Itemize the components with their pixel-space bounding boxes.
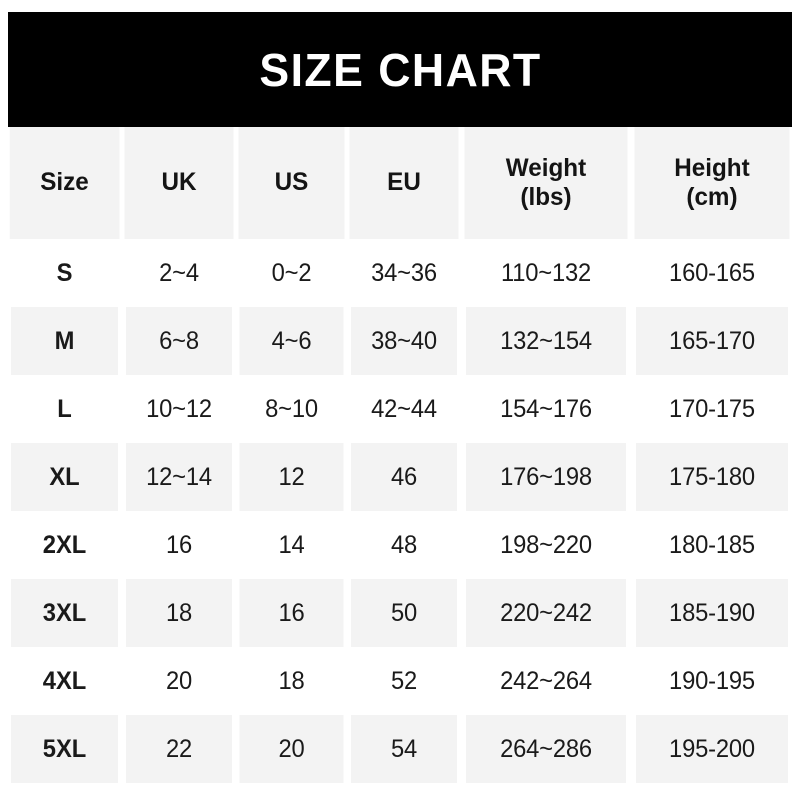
cell-us: 20 bbox=[238, 715, 346, 783]
cell-size: 3XL bbox=[10, 579, 121, 647]
cell-uk: 2~4 bbox=[124, 239, 235, 307]
cell-size: 2XL bbox=[10, 511, 121, 579]
cell-weight: 264~286 bbox=[465, 715, 628, 783]
cell-uk: 16 bbox=[124, 511, 235, 579]
cell-uk: 18 bbox=[124, 579, 235, 647]
cell-weight: 242~264 bbox=[465, 647, 628, 715]
column-header-size-label: Size bbox=[40, 168, 89, 197]
cell-height: 165-170 bbox=[635, 307, 788, 375]
table-header: Size UK US EU Weight (lbs) Height (cm) bbox=[8, 127, 792, 239]
cell-us: 14 bbox=[238, 511, 346, 579]
column-header-uk-label: UK bbox=[161, 168, 197, 197]
cell-weight: 110~132 bbox=[465, 239, 628, 307]
cell-height: 170-175 bbox=[635, 375, 788, 443]
cell-uk: 20 bbox=[124, 647, 235, 715]
column-header-eu: EU bbox=[348, 127, 461, 239]
cell-us: 4~6 bbox=[238, 307, 346, 375]
cell-weight: 154~176 bbox=[465, 375, 628, 443]
column-header-height-label: Height bbox=[674, 153, 750, 182]
table-row: L 10~12 8~10 42~44 154~176 170-175 bbox=[8, 375, 792, 443]
cell-us: 0~2 bbox=[238, 239, 346, 307]
column-header-height-unit: (cm) bbox=[686, 183, 738, 211]
cell-eu: 34~36 bbox=[349, 239, 460, 307]
cell-uk: 10~12 bbox=[124, 375, 235, 443]
cell-size: M bbox=[10, 307, 121, 375]
table-row: 3XL 18 16 50 220~242 185-190 bbox=[8, 579, 792, 647]
cell-us: 8~10 bbox=[238, 375, 346, 443]
size-chart-table: Size UK US EU Weight (lbs) Height (cm) bbox=[8, 127, 792, 783]
cell-eu: 38~40 bbox=[349, 307, 460, 375]
cell-eu: 54 bbox=[349, 715, 460, 783]
cell-weight: 198~220 bbox=[465, 511, 628, 579]
cell-size: 4XL bbox=[10, 647, 121, 715]
cell-us: 12 bbox=[238, 443, 346, 511]
cell-uk: 22 bbox=[124, 715, 235, 783]
column-header-us: US bbox=[237, 127, 347, 239]
cell-eu: 50 bbox=[349, 579, 460, 647]
cell-uk: 6~8 bbox=[124, 307, 235, 375]
cell-uk: 12~14 bbox=[124, 443, 235, 511]
column-header-height: Height (cm) bbox=[633, 127, 790, 239]
table-row: S 2~4 0~2 34~36 110~132 160-165 bbox=[8, 239, 792, 307]
column-header-weight: Weight (lbs) bbox=[463, 127, 630, 239]
table-row: 4XL 20 18 52 242~264 190-195 bbox=[8, 647, 792, 715]
cell-weight: 176~198 bbox=[465, 443, 628, 511]
cell-eu: 46 bbox=[349, 443, 460, 511]
column-header-weight-unit: (lbs) bbox=[520, 183, 572, 211]
cell-size: S bbox=[10, 239, 121, 307]
column-header-eu-label: EU bbox=[387, 168, 421, 197]
cell-eu: 42~44 bbox=[349, 375, 460, 443]
column-header-size: Size bbox=[9, 127, 122, 239]
cell-size: L bbox=[10, 375, 121, 443]
table-body: S 2~4 0~2 34~36 110~132 160-165 M 6~8 4~… bbox=[8, 239, 792, 783]
table-header-row: Size UK US EU Weight (lbs) Height (cm) bbox=[8, 127, 792, 239]
cell-height: 175-180 bbox=[635, 443, 788, 511]
cell-weight: 132~154 bbox=[465, 307, 628, 375]
column-header-uk: UK bbox=[123, 127, 236, 239]
cell-height: 195-200 bbox=[635, 715, 788, 783]
cell-size: 5XL bbox=[10, 715, 121, 783]
table-row: M 6~8 4~6 38~40 132~154 165-170 bbox=[8, 307, 792, 375]
cell-height: 180-185 bbox=[635, 511, 788, 579]
cell-weight: 220~242 bbox=[465, 579, 628, 647]
cell-eu: 52 bbox=[349, 647, 460, 715]
cell-height: 160-165 bbox=[635, 239, 788, 307]
table-row: XL 12~14 12 46 176~198 175-180 bbox=[8, 443, 792, 511]
column-header-weight-label: Weight bbox=[505, 153, 587, 182]
table-row: 5XL 22 20 54 264~286 195-200 bbox=[8, 715, 792, 783]
cell-height: 185-190 bbox=[635, 579, 788, 647]
page-title: SIZE CHART bbox=[258, 43, 542, 96]
cell-eu: 48 bbox=[349, 511, 460, 579]
cell-us: 18 bbox=[238, 647, 346, 715]
title-banner: SIZE CHART bbox=[8, 12, 792, 127]
table-row: 2XL 16 14 48 198~220 180-185 bbox=[8, 511, 792, 579]
cell-height: 190-195 bbox=[635, 647, 788, 715]
column-header-us-label: US bbox=[274, 168, 309, 197]
cell-size: XL bbox=[10, 443, 121, 511]
cell-us: 16 bbox=[238, 579, 346, 647]
